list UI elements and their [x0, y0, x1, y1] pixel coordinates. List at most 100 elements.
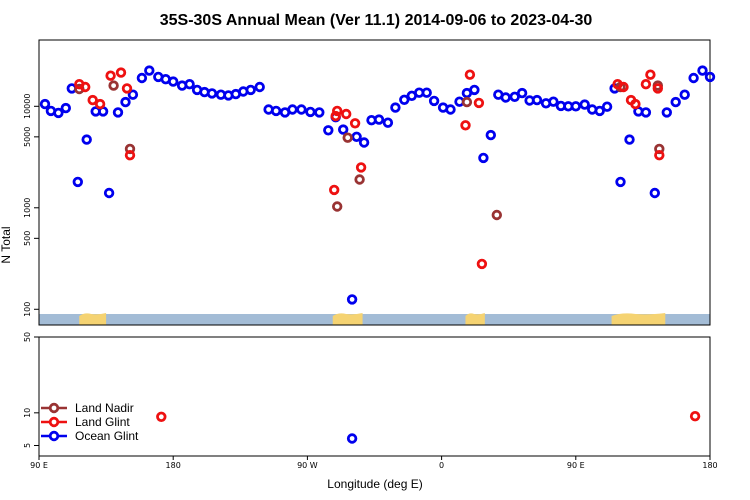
land-glint-point-1 [79, 81, 91, 93]
ocean-glint-point-3 [60, 102, 72, 114]
chart-title: 35S-30S Annual Mean (Ver 11.1) 2014-09-0… [160, 12, 593, 29]
land-glint-point-21 [630, 98, 641, 110]
ocean-glint-point-14 [144, 65, 155, 76]
y-tick-upper-label-1: 500 [23, 231, 32, 246]
ocean-glint-point-9 [103, 187, 115, 199]
ocean-glint-point-64 [548, 96, 559, 107]
land-glint-lower-point-1 [689, 411, 701, 422]
land-glint-point-10 [332, 105, 343, 117]
land-glint-point-24 [652, 83, 663, 94]
ocean-glint-point-73 [615, 176, 626, 188]
land-glint-point-13 [355, 162, 367, 173]
legend-marker-land-glint [48, 416, 60, 428]
land-glint-lower-point-0 [156, 411, 167, 422]
land-glint-point-12 [349, 118, 361, 129]
land-mask-segment-0 [79, 313, 107, 325]
ocean-glint-point-6 [81, 134, 92, 145]
ocean-glint-point-35 [314, 107, 325, 118]
y-ticks-upper: 100 500 1000 5000 10000 [23, 94, 39, 317]
land-glint-point-2 [87, 94, 98, 106]
ocean-glint-point-2 [53, 107, 64, 119]
ocean-glint-point-70 [594, 105, 605, 117]
land-nadir-point-1 [108, 80, 119, 91]
ocean-mask-strip [39, 314, 710, 325]
legend-entry-land-glint: Land Glint [41, 415, 130, 429]
x-tick-label-3: 0 [439, 461, 444, 470]
land-nadir-point-7 [491, 209, 502, 221]
legend-entry-land-nadir: Land Nadir [41, 401, 134, 415]
ocean-glint-point-30 [270, 105, 282, 117]
ocean-glint-lower-point-0 [346, 433, 358, 444]
y-ticks-lower: 5 10 50 [23, 332, 39, 448]
ocean-glint-point-48 [421, 87, 432, 98]
land-glint-point-5 [115, 67, 127, 78]
ocean-glint-point-68 [579, 99, 590, 110]
ocean-glint-point-43 [382, 117, 394, 128]
y-tick-upper-label-0: 100 [23, 302, 32, 317]
land-mask-segment-1 [332, 313, 363, 325]
ocean-glint-point-33 [296, 104, 307, 115]
land-glint-point-17 [476, 258, 488, 270]
land-glint-point-16 [473, 97, 485, 109]
land-glint-point-19 [618, 81, 629, 93]
ocean-glint-point-67 [570, 101, 581, 112]
ocean-glint-point-19 [184, 78, 195, 90]
ocean-glint-point-60 [516, 87, 528, 99]
y-tick-lower-label-1: 10 [23, 408, 32, 418]
land-glint-point-7 [124, 149, 136, 161]
land-glint-point-22 [640, 78, 652, 90]
land-glint-point-8 [329, 184, 340, 196]
x-tick-label-4: 90 E [567, 461, 585, 470]
ocean-glint-point-54 [469, 84, 480, 96]
ocean-glint-point-22 [206, 88, 218, 99]
points-lower [156, 411, 701, 444]
legend: Land Nadir Land Glint Ocean Glint [41, 401, 139, 443]
ocean-glint-point-62 [531, 94, 543, 106]
ocean-glint-point-44 [390, 102, 401, 113]
ocean-glint-point-79 [670, 96, 681, 108]
land-glint-point-23 [645, 69, 656, 80]
legend-label-land-nadir: Land Nadir [75, 401, 134, 415]
land-mask-segment-2 [465, 313, 485, 325]
ocean-glint-point-38 [338, 124, 349, 135]
land-nadir-point-5 [354, 174, 365, 185]
ocean-glint-point-28 [254, 81, 265, 93]
ocean-glint-point-51 [445, 104, 456, 115]
x-axis-label: Longitude (deg E) [327, 477, 422, 491]
ocean-glint-point-11 [120, 96, 131, 108]
land-glint-point-25 [654, 149, 665, 161]
legend-entry-ocean-glint: Ocean Glint [41, 429, 139, 443]
land-nadir-point-4 [342, 132, 353, 143]
x-tick-label-2: 90 W [297, 461, 318, 470]
land-glint-point-9 [330, 110, 341, 122]
land-mask-segment-3 [611, 313, 666, 325]
land-nadir-point-3 [332, 201, 343, 212]
ocean-glint-point-84 [346, 294, 358, 305]
lower-panel-frame [38, 336, 711, 457]
ocean-glint-point-5 [72, 176, 83, 188]
ocean-glint-point-77 [649, 187, 660, 199]
ocean-glint-point-58 [500, 92, 511, 103]
land-glint-point-11 [341, 108, 352, 120]
y-tick-lower-label-0: 5 [23, 443, 32, 448]
ocean-glint-point-55 [478, 152, 489, 164]
land-glint-point-6 [121, 83, 133, 94]
ocean-glint-point-82 [697, 65, 708, 76]
y-tick-lower-label-2: 50 [23, 332, 32, 342]
legend-label-land-glint: Land Glint [75, 415, 130, 429]
ocean-glint-point-17 [167, 76, 179, 87]
ocean-glint-point-78 [661, 107, 672, 118]
land-glint-point-14 [460, 120, 471, 131]
ocean-glint-point-83 [704, 71, 716, 83]
y-tick-upper-label-3: 5000 [23, 127, 32, 147]
x-tick-label-1: 180 [166, 461, 181, 470]
ocean-glint-point-0 [39, 98, 51, 110]
ocean-glint-point-71 [601, 101, 613, 112]
land-nadir-point-6 [461, 96, 473, 108]
upper-panel-frame [38, 39, 711, 326]
y-tick-upper-label-4: 10000 [23, 94, 32, 119]
ocean-glint-point-45 [399, 94, 410, 105]
ocean-glint-point-32 [287, 104, 298, 115]
ocean-glint-point-10 [112, 107, 124, 118]
